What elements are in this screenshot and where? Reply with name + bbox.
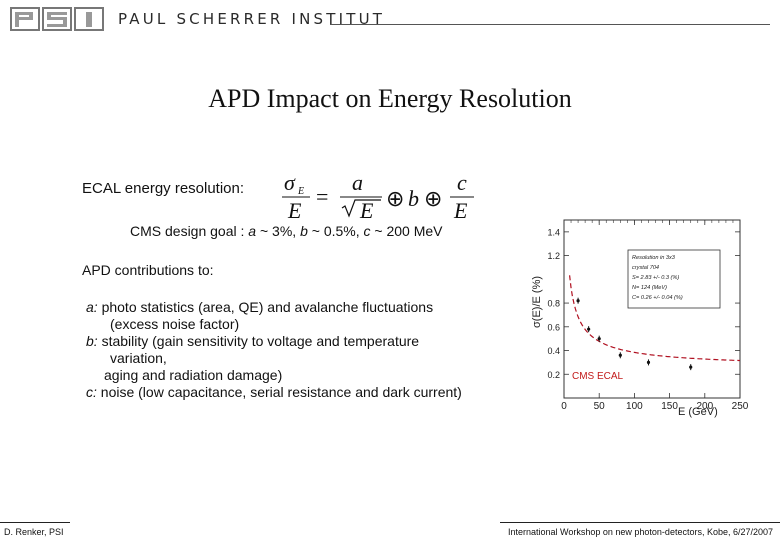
footer-event: International Workshop on new photon-det… bbox=[508, 527, 774, 537]
header-divider bbox=[330, 24, 770, 25]
legend-line-4: N= 124 (MeV) bbox=[632, 285, 667, 291]
contrib-c: c: noise (low capacitance, serial resist… bbox=[86, 384, 462, 401]
contrib-a-line2: (excess noise factor) bbox=[110, 316, 240, 332]
goal-b-rest: ~ 0.5%, bbox=[307, 223, 364, 239]
legend-line-5: C= 0.26 +/- 0.04 (%) bbox=[632, 295, 683, 301]
design-goal: CMS design goal : a ~ 3%, b ~ 0.5%, c ~ … bbox=[130, 223, 443, 239]
x-tick-label: 100 bbox=[626, 401, 643, 412]
x-tick-label: 0 bbox=[561, 401, 567, 412]
y-tick-label: 1.2 bbox=[547, 251, 560, 261]
formula-eq: = bbox=[316, 184, 328, 209]
formula-c: c bbox=[457, 170, 467, 195]
data-point bbox=[597, 337, 601, 341]
plot-legend: Resolution in 3x3 crystal 704 S= 2.83 +/… bbox=[627, 249, 721, 309]
psi-logo bbox=[10, 7, 104, 31]
contrib-a-key: a: bbox=[86, 299, 98, 315]
goal-a: a bbox=[248, 223, 257, 239]
contributions-list: a: photo statistics (area, QE) and avala… bbox=[86, 299, 462, 401]
slide-title: APD Impact on Energy Resolution bbox=[208, 84, 572, 113]
goal-c: c bbox=[363, 223, 371, 239]
legend-box bbox=[627, 249, 721, 309]
goal-prefix: CMS design goal : bbox=[130, 223, 249, 239]
formula-oplus-2: ⊕ bbox=[424, 186, 442, 211]
formula-a: a bbox=[352, 170, 363, 195]
y-tick-label: 0.2 bbox=[547, 370, 560, 380]
plot-frame bbox=[563, 219, 741, 399]
fit-curve bbox=[569, 275, 740, 362]
contrib-b-line1: stability (gain sensitivity to voltage a… bbox=[97, 333, 420, 349]
x-tick-label: 200 bbox=[696, 401, 713, 412]
x-tick-label: 150 bbox=[661, 401, 678, 412]
x-axis-label: E (GeV) bbox=[678, 406, 718, 418]
data-point bbox=[646, 360, 651, 364]
y-tick-label: 0.6 bbox=[547, 322, 560, 332]
data-point bbox=[618, 353, 622, 357]
resolution-plot: σ(E)/E (%) E (GeV) 0 50 100 150 200 250 0.2 0.… bbox=[531, 219, 749, 418]
y-tick-label: 1.4 bbox=[547, 227, 560, 237]
contrib-a: a: photo statistics (area, QE) and avala… bbox=[86, 299, 462, 316]
x-tick-label: 50 bbox=[594, 401, 606, 412]
x-tick-label: 250 bbox=[732, 401, 749, 412]
sqrt-sign bbox=[341, 199, 381, 218]
data-point bbox=[587, 327, 591, 331]
footer-divider-left bbox=[0, 522, 70, 523]
apd-label: APD contributions to: bbox=[82, 262, 214, 278]
contrib-b-line2: variation, bbox=[110, 350, 167, 366]
contrib-c-line1: noise (low capacitance, serial resistanc… bbox=[96, 384, 462, 400]
cms-ecal-annotation: CMS ECAL bbox=[572, 371, 624, 382]
data-point bbox=[689, 365, 693, 369]
formula-b: b bbox=[408, 186, 419, 211]
legend-line-1: Resolution in 3x3 bbox=[632, 255, 676, 261]
y-tick-label: 0.8 bbox=[547, 299, 560, 309]
goal-c-rest: ~ 200 MeV bbox=[370, 223, 443, 239]
formula-sqrt-e: E bbox=[359, 198, 374, 222]
contrib-b-key: b: bbox=[86, 333, 98, 349]
institute-name: PAUL SCHERRER INSTITUT bbox=[118, 10, 386, 28]
ecal-label: ECAL energy resolution: bbox=[82, 180, 245, 197]
formula-oplus-1: ⊕ bbox=[386, 186, 404, 211]
y-axis-label: σ(E)/E (%) bbox=[531, 276, 543, 328]
legend-line-2: crystal 704 bbox=[632, 265, 659, 271]
contrib-b: b: stability (gain sensitivity to voltag… bbox=[86, 333, 462, 350]
contrib-a-line1: photo statistics (area, QE) and avalanch… bbox=[97, 299, 434, 315]
contrib-b-line3: aging and radiation damage) bbox=[104, 367, 283, 383]
formula-c-den: E bbox=[453, 198, 468, 222]
data-point bbox=[576, 299, 580, 303]
footer-divider-right bbox=[500, 522, 780, 523]
resolution-formula: σ E E = a E ⊕ b ⊕ c E bbox=[282, 170, 474, 222]
y-tick-label: 0.4 bbox=[547, 346, 560, 356]
goal-b: b bbox=[300, 223, 308, 239]
contrib-c-key: c: bbox=[86, 384, 97, 400]
footer-author: D. Renker, PSI bbox=[4, 527, 64, 537]
formula-sigma: σ bbox=[284, 170, 296, 195]
legend-line-3: S= 2.83 +/- 0.3 (%) bbox=[632, 275, 679, 281]
formula-lhs-den: E bbox=[287, 198, 302, 222]
formula-sigma-sub: E bbox=[297, 186, 304, 197]
goal-a-rest: ~ 3%, bbox=[256, 223, 301, 239]
